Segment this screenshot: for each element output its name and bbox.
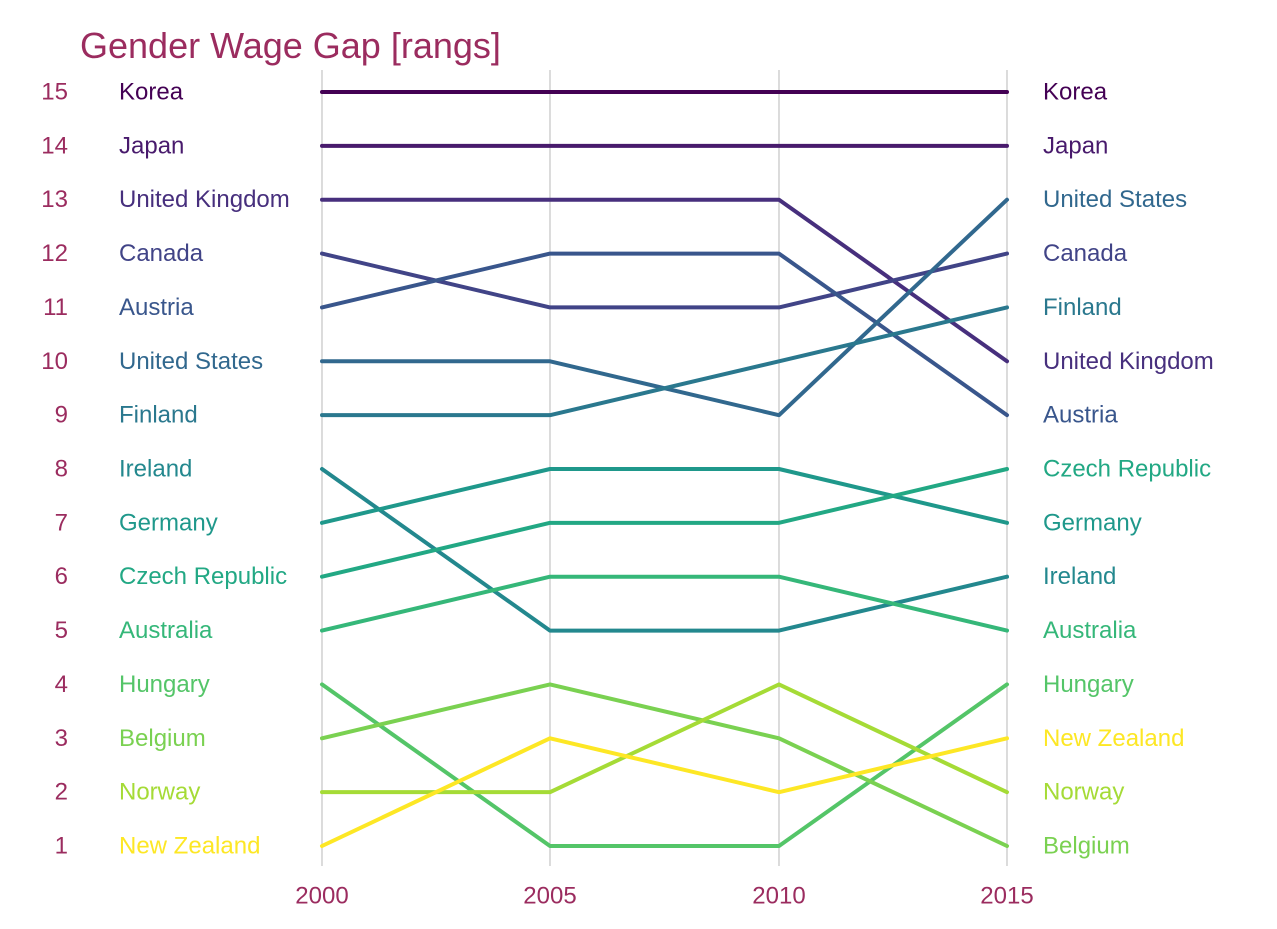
rank-tick-10: 10 <box>41 348 68 375</box>
right-label-belgium: Belgium <box>1043 833 1130 860</box>
line-germany <box>320 467 1009 525</box>
left-country-labels: Korea Japan United Kingdom Canada Austria Uni… <box>119 79 290 860</box>
year-tick-2015: 2015 <box>980 883 1033 910</box>
rank-tick-15: 15 <box>41 79 68 106</box>
left-label-belgium: Belgium <box>119 725 206 752</box>
line-norway <box>320 682 1009 795</box>
left-label-norway: Norway <box>119 779 200 806</box>
right-country-labels: Korea Japan United Kingdom Canada Austria Uni… <box>1043 79 1214 860</box>
year-tick-2000: 2000 <box>295 883 348 910</box>
left-label-germany: Germany <box>119 509 218 536</box>
right-label-united-kingdom: United Kingdom <box>1043 348 1214 375</box>
right-label-hungary: Hungary <box>1043 671 1134 698</box>
rank-tick-1: 1 <box>55 833 68 860</box>
rank-tick-12: 12 <box>41 240 68 267</box>
chart-title: Gender Wage Gap [rangs] <box>80 25 501 66</box>
right-label-austria: Austria <box>1043 402 1118 429</box>
line-finland <box>320 305 1009 418</box>
right-label-czech-republic: Czech Republic <box>1043 456 1211 483</box>
line-united-kingdom <box>320 197 1009 364</box>
left-label-ireland: Ireland <box>119 456 192 483</box>
rank-tick-6: 6 <box>55 563 68 590</box>
left-label-hungary: Hungary <box>119 671 210 698</box>
line-australia <box>320 574 1009 633</box>
rank-tick-9: 9 <box>55 402 68 429</box>
line-belgium <box>320 682 1009 848</box>
rank-tick-14: 14 <box>41 132 68 159</box>
series-lines <box>320 90 1009 848</box>
rank-tick-3: 3 <box>55 725 68 752</box>
left-label-korea: Korea <box>119 79 184 106</box>
right-label-germany: Germany <box>1043 509 1142 536</box>
left-label-japan: Japan <box>119 132 184 159</box>
right-label-united-states: United States <box>1043 186 1187 213</box>
right-label-new-zealand: New Zealand <box>1043 725 1184 752</box>
left-label-austria: Austria <box>119 294 194 321</box>
rank-tick-5: 5 <box>55 617 68 644</box>
rank-tick-7: 7 <box>55 509 68 536</box>
year-axis: 2000 2005 2010 2015 <box>295 883 1033 910</box>
left-label-czech-republic: Czech Republic <box>119 563 287 590</box>
rank-tick-13: 13 <box>41 186 68 213</box>
left-label-australia: Australia <box>119 617 213 644</box>
right-label-australia: Australia <box>1043 617 1137 644</box>
rank-tick-2: 2 <box>55 779 68 806</box>
left-label-new-zealand: New Zealand <box>119 833 260 860</box>
left-label-united-states: United States <box>119 348 263 375</box>
left-label-united-kingdom: United Kingdom <box>119 186 290 213</box>
line-new-zealand <box>320 736 1009 848</box>
right-label-ireland: Ireland <box>1043 563 1116 590</box>
left-label-finland: Finland <box>119 402 198 429</box>
rank-axis: 15 14 13 12 11 10 9 8 7 6 5 4 3 2 1 <box>41 79 68 860</box>
rank-tick-8: 8 <box>55 456 68 483</box>
right-label-finland: Finland <box>1043 294 1122 321</box>
year-tick-2010: 2010 <box>752 883 805 910</box>
right-label-korea: Korea <box>1043 79 1108 106</box>
right-label-japan: Japan <box>1043 132 1108 159</box>
rank-tick-4: 4 <box>55 671 68 698</box>
right-label-canada: Canada <box>1043 240 1128 267</box>
year-tick-2005: 2005 <box>523 883 576 910</box>
rank-tick-11: 11 <box>43 294 68 321</box>
right-label-norway: Norway <box>1043 779 1124 806</box>
left-label-canada: Canada <box>119 240 204 267</box>
line-czech-republic <box>320 467 1009 579</box>
